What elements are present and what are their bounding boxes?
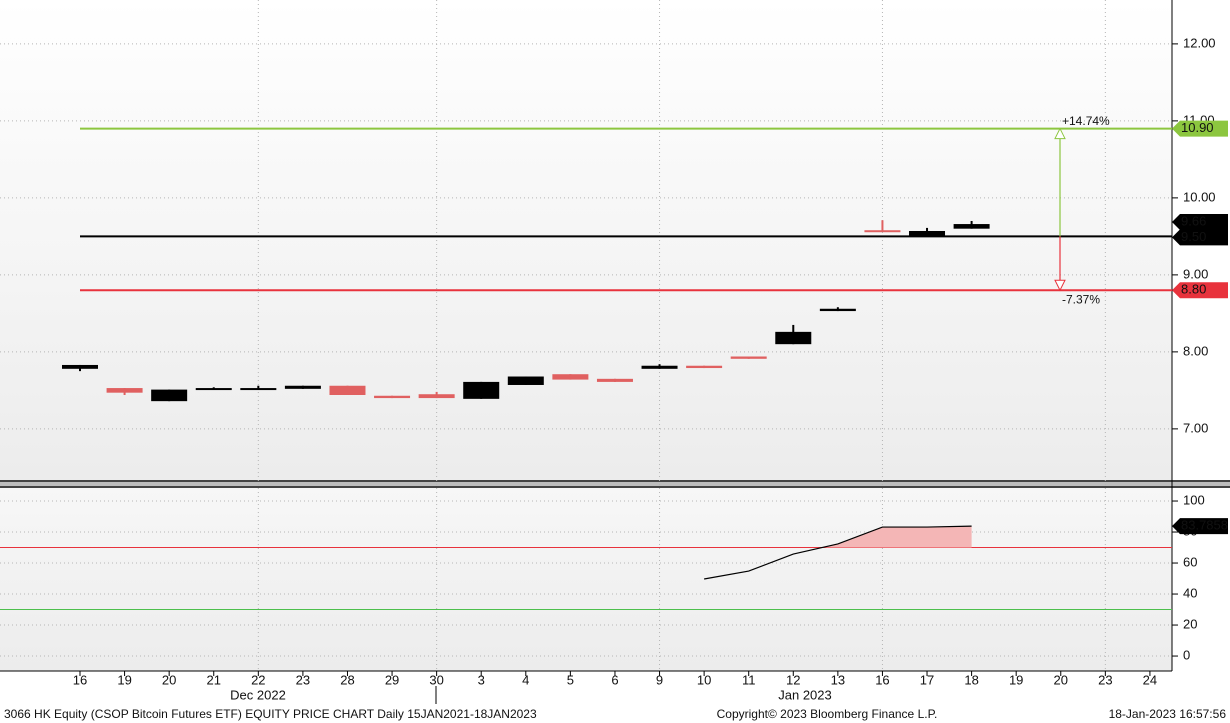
candle-body [151,389,188,402]
candle-body [730,356,767,359]
candle-body [552,374,589,380]
y-tick-label: 12.00 [1183,35,1216,50]
x-tick-label: 23 [1098,672,1112,687]
value-tag [1172,518,1228,535]
x-tick-label: 19 [1009,672,1023,687]
lower-panel [0,488,1172,671]
x-tick-label: 22 [251,672,265,687]
candle-body [953,224,990,229]
y-tick-label: 10.00 [1183,189,1216,204]
value-tag-label: 83.7858 [1181,518,1228,533]
footer-left: 3066 HK Equity (CSOP Bitcoin Futures ETF… [4,707,537,721]
x-tick-label: 17 [920,672,934,687]
x-tick-label: 9 [656,672,663,687]
annotation: +14.74% [1062,114,1110,128]
x-tick-label: 4 [522,672,529,687]
value-tag-label: 8.80 [1181,282,1206,297]
value-tag [1172,214,1228,231]
footer-right: 18-Jan-2023 16:57:56 [1109,707,1227,721]
y-tick-label: 40 [1183,585,1197,600]
arrow-head [1054,279,1066,292]
x-tick-label: 18 [964,672,978,687]
y-tick-label: 60 [1183,554,1197,569]
value-tag [1172,120,1228,137]
x-tick-label: 20 [1054,672,1068,687]
value-tag-label: 9.66 [1181,213,1206,228]
x-tick-label: 12 [786,672,800,687]
x-tick-label: 29 [385,672,399,687]
x-tick-label: 23 [296,672,310,687]
y-tick-label: 0 [1183,647,1190,662]
month-label: Dec 2022 [230,687,286,702]
x-tick-label: 16 [875,672,889,687]
month-label: Jan 2023 [778,687,832,702]
y-tick-label: 100 [1183,492,1205,507]
candle-body [507,376,544,385]
value-tag-label: 9.50 [1181,229,1206,244]
candle-body [641,365,678,369]
x-tick-label: 21 [207,672,221,687]
panel-divider [0,481,1230,488]
candle-body [775,331,812,345]
x-tick-label: 20 [162,672,176,687]
x-tick-label: 16 [73,672,87,687]
x-tick-label: 30 [429,672,443,687]
candle-body [374,395,411,399]
candle-body [864,230,901,233]
x-tick-label: 24 [1143,672,1157,687]
y-tick-label: 8.00 [1183,343,1208,358]
candle-body [819,308,856,312]
candle-body [240,388,277,391]
value-tag [1172,229,1228,246]
candle-body [62,364,98,369]
arrow-head [1054,127,1066,140]
x-tick-label: 5 [567,672,574,687]
value-tag-label: 10.90 [1181,120,1214,135]
candle-body [106,388,143,393]
main-panel [0,0,1172,481]
value-tag [1172,282,1228,299]
candle-body [686,365,723,369]
x-tick-label: 10 [697,672,711,687]
candle-body [596,378,633,382]
candle-body [195,388,232,391]
x-tick-label: 3 [478,672,485,687]
y-tick-label: 9.00 [1183,266,1208,281]
candle-body [909,230,946,236]
footer-center: Copyright© 2023 Bloomberg Finance L.P. [717,707,938,721]
overbought-fill [822,526,972,548]
candle-body [463,381,500,399]
candle-body [418,394,455,399]
rsi-line [704,525,972,580]
annotation: -7.37% [1062,292,1100,306]
y-tick-label: 20 [1183,616,1197,631]
x-tick-label: 13 [831,672,845,687]
x-tick-label: 28 [340,672,354,687]
x-tick-label: 11 [742,672,756,687]
y-tick-label: 7.00 [1183,420,1208,435]
candle-body [329,385,366,395]
x-tick-label: 6 [611,672,618,687]
x-tick-label: 19 [117,672,131,687]
candle-body [284,385,321,389]
